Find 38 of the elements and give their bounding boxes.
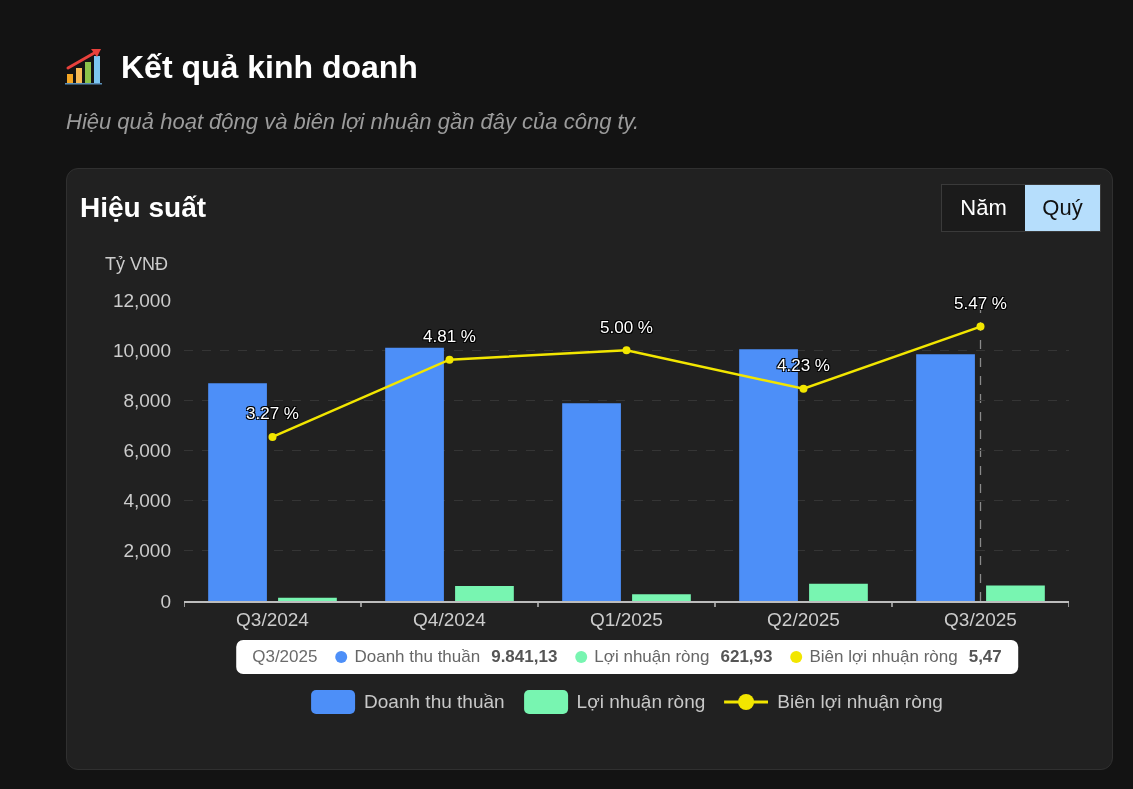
year-button[interactable]: Năm: [942, 185, 1025, 231]
point: [622, 346, 631, 355]
bar: [809, 583, 868, 601]
y-tick-label: 2,000: [123, 540, 171, 562]
bar: [562, 403, 621, 601]
x-tick-label: Q3/2025: [944, 608, 1017, 630]
bar: [986, 585, 1045, 601]
data-label: 5.47 %: [954, 294, 1007, 313]
y-tick-label: 12,000: [112, 289, 171, 311]
quarter-button[interactable]: Quý: [1025, 185, 1100, 231]
y-axis-title: Tỷ VNĐ: [105, 254, 168, 274]
point: [976, 322, 985, 331]
x-tick-label: Q3/2024: [236, 608, 310, 630]
y-tick-label: 8,000: [123, 389, 171, 411]
point: [799, 384, 808, 393]
bar: [385, 347, 444, 601]
legend-label: Lợi nhuận ròng: [594, 647, 710, 667]
chart-subtitle: Hiệu quả hoạt động và biên lợi nhuận gần đây của công ty.: [66, 108, 640, 136]
text: Hiệu suất: [80, 191, 207, 225]
bar: [916, 354, 975, 601]
y-tick-label: 6,000: [123, 440, 171, 462]
point: [445, 355, 454, 364]
x-tick-label: Q1/2025: [590, 608, 663, 630]
y-tick-label: 0: [160, 590, 171, 612]
legend-label: Doanh thu thuần: [354, 647, 481, 667]
bar: [632, 594, 691, 601]
point: [268, 432, 277, 441]
bar: [455, 585, 514, 601]
x-tick-label: Q4/2024: [413, 608, 487, 630]
data-label: 4.81 %: [423, 327, 476, 346]
y-tick-label: 4,000: [123, 490, 171, 512]
legend-label: Biên lợi nhuận ròng: [809, 647, 958, 667]
y-tick-label: 10,000: [112, 339, 171, 361]
data-label: 5.00 %: [600, 318, 653, 337]
x-tick-label: Q2/2025: [767, 608, 840, 630]
tooltip: Q3/2025 Doanh thu thuần 9.841,13 Lợi nhuận ròng 621,93 Biên lợi nhuận ròng 5,47: [236, 640, 1018, 674]
chart-title: Kết quả kinh doanh: [121, 48, 418, 87]
bar: [278, 597, 337, 601]
